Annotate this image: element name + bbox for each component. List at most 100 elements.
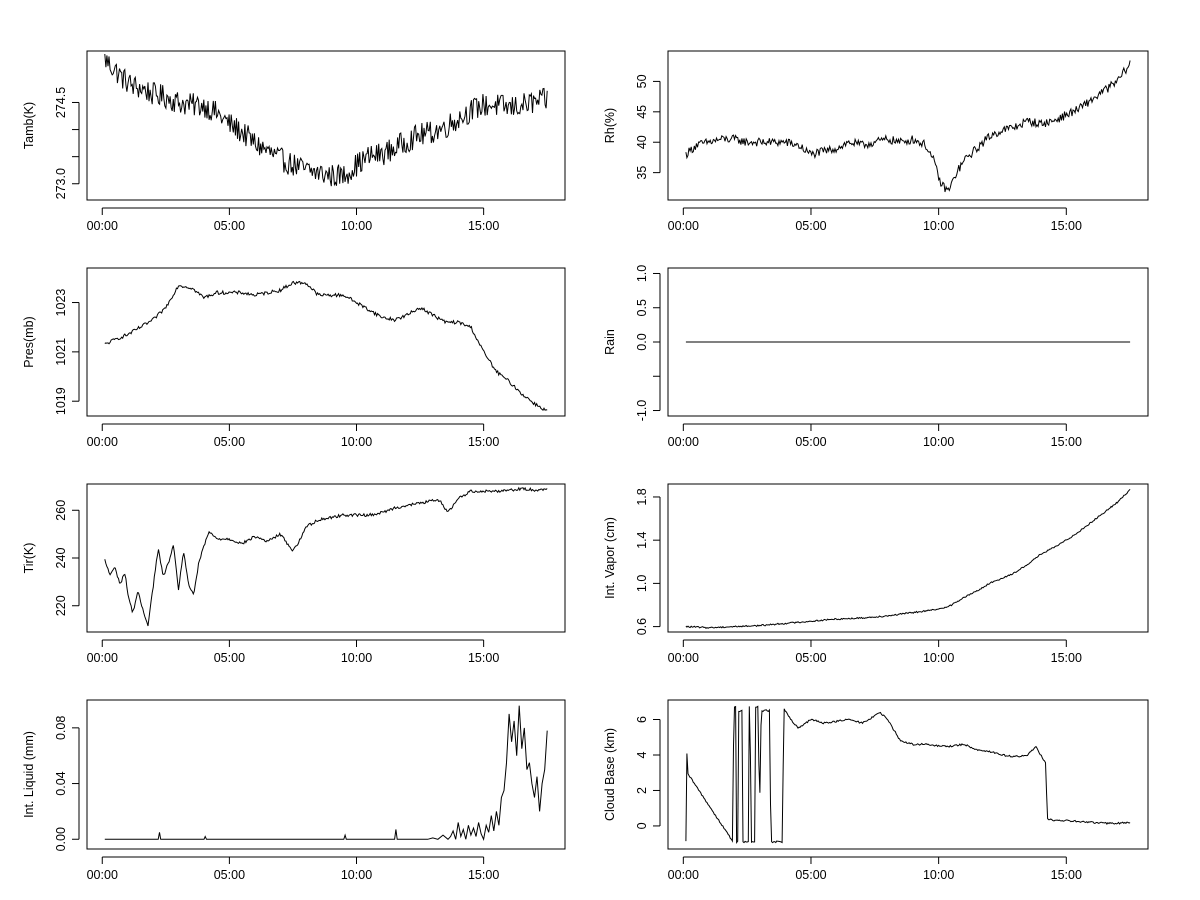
y-axis-label: Cloud Base (km) bbox=[603, 728, 617, 821]
x-axis: 00:00 05:00 10:00 15:00 bbox=[87, 856, 499, 882]
x-tick-label: 05:00 bbox=[214, 435, 245, 449]
x-tick-label: 00:00 bbox=[668, 219, 699, 233]
x-axis: 00:00 05:00 10:00 15:00 bbox=[668, 207, 1082, 233]
y-tick-label: 260 bbox=[54, 500, 68, 521]
plot-frame bbox=[667, 483, 1149, 633]
x-tick-label: 15:00 bbox=[468, 868, 499, 882]
y-axis-label: Tamb(K) bbox=[22, 102, 36, 149]
panel-4: 00:00 05:00 10:00 15:00 -1.0 0.0 0.5 1.0 Rain bbox=[603, 265, 1149, 449]
panel-7: 00:00 05:00 10:00 15:00 0.00 0.04 0.08 Int. Liq… bbox=[22, 699, 566, 882]
x-tick-label: 15:00 bbox=[468, 219, 499, 233]
x-tick-label: 10:00 bbox=[341, 651, 372, 665]
plot-frame bbox=[667, 50, 1149, 201]
y-tick-label: -1.0 bbox=[635, 400, 649, 422]
x-tick-label: 15:00 bbox=[468, 651, 499, 665]
panel-2: 00:00 05:00 10:00 15:00 35 40 45 50 Rh(%) bbox=[603, 50, 1149, 233]
x-tick-label: 10:00 bbox=[341, 868, 372, 882]
x-axis: 00:00 05:00 10:00 15:00 bbox=[668, 423, 1082, 449]
y-tick-label: 0.08 bbox=[54, 716, 68, 740]
y-axis-label: Int. Liquid (mm) bbox=[22, 731, 36, 818]
y-tick-label: 1023 bbox=[54, 289, 68, 317]
plot-frame bbox=[86, 483, 566, 633]
x-tick-label: 05:00 bbox=[214, 868, 245, 882]
x-tick-label: 15:00 bbox=[1051, 219, 1082, 233]
x-tick-label: 10:00 bbox=[923, 219, 954, 233]
y-tick-label: 40 bbox=[635, 135, 649, 149]
y-tick-label: 1021 bbox=[54, 338, 68, 366]
y-tick-label: 220 bbox=[54, 595, 68, 616]
y-tick-label: 0.5 bbox=[635, 299, 649, 316]
x-tick-label: 15:00 bbox=[1051, 868, 1082, 882]
y-tick-label: 1.8 bbox=[635, 488, 649, 505]
y-axis: -1.0 0.0 0.5 1.0 bbox=[635, 265, 661, 422]
y-axis: 1019 1021 1023 bbox=[54, 289, 80, 415]
x-tick-label: 05:00 bbox=[214, 219, 245, 233]
series-line bbox=[685, 705, 1131, 845]
x-tick-label: 10:00 bbox=[923, 651, 954, 665]
x-tick-label: 05:00 bbox=[795, 868, 826, 882]
x-tick-label: 00:00 bbox=[87, 219, 118, 233]
x-tick-label: 05:00 bbox=[214, 651, 245, 665]
y-tick-label: 273.0 bbox=[54, 168, 68, 199]
y-axis: 0 2 4 6 bbox=[635, 716, 661, 829]
x-tick-label: 00:00 bbox=[87, 868, 118, 882]
y-tick-label: 1.0 bbox=[635, 575, 649, 592]
panel-1: 00:00 05:00 10:00 15:00 273.0 274.5 Tamb(K) bbox=[22, 50, 566, 233]
y-tick-label: 2 bbox=[635, 787, 649, 794]
x-axis: 00:00 05:00 10:00 15:00 bbox=[668, 639, 1082, 665]
y-axis: 273.0 274.5 bbox=[54, 87, 80, 199]
x-tick-label: 00:00 bbox=[87, 435, 118, 449]
panel-6: 00:00 05:00 10:00 15:00 0.6 1.0 1.4 1.8 Int. Vap… bbox=[603, 483, 1149, 665]
y-tick-label: 240 bbox=[54, 548, 68, 569]
y-tick-label: 1.4 bbox=[635, 531, 649, 548]
y-tick-label: 0 bbox=[635, 822, 649, 829]
y-axis-label: Tir(K) bbox=[22, 543, 36, 574]
x-tick-label: 10:00 bbox=[923, 435, 954, 449]
y-tick-label: 0.6 bbox=[635, 618, 649, 635]
plot-frame bbox=[86, 699, 566, 850]
series-line bbox=[685, 60, 1131, 193]
x-axis: 00:00 05:00 10:00 15:00 bbox=[87, 423, 499, 449]
y-tick-label: 4 bbox=[635, 751, 649, 758]
y-axis-label: Int. Vapor (cm) bbox=[603, 517, 617, 599]
plot-frame bbox=[86, 267, 566, 417]
series-line bbox=[104, 486, 548, 627]
x-tick-label: 00:00 bbox=[668, 435, 699, 449]
series-line bbox=[104, 705, 548, 841]
x-tick-label: 00:00 bbox=[87, 651, 118, 665]
y-tick-label: 0.04 bbox=[54, 771, 68, 795]
y-tick-label: 1019 bbox=[54, 387, 68, 415]
plot-frame bbox=[667, 267, 1149, 417]
y-axis-label: Pres(mb) bbox=[22, 316, 36, 367]
y-axis-label: Rh(%) bbox=[603, 108, 617, 143]
y-tick-label: 50 bbox=[635, 74, 649, 88]
x-tick-label: 15:00 bbox=[468, 435, 499, 449]
x-axis: 00:00 05:00 10:00 15:00 bbox=[87, 207, 499, 233]
y-axis: 0.6 1.0 1.4 1.8 bbox=[635, 488, 661, 635]
plot-frame bbox=[667, 699, 1149, 850]
x-axis: 00:00 05:00 10:00 15:00 bbox=[87, 639, 499, 665]
panel-8: 00:00 05:00 10:00 15:00 0 2 4 6 Cloud Base (km) bbox=[603, 699, 1149, 882]
x-tick-label: 10:00 bbox=[341, 435, 372, 449]
y-tick-label: 6 bbox=[635, 716, 649, 723]
y-tick-label: 0.00 bbox=[54, 827, 68, 851]
y-axis: 35 40 45 50 bbox=[635, 74, 661, 180]
x-tick-label: 10:00 bbox=[923, 868, 954, 882]
series-line bbox=[104, 53, 548, 187]
y-tick-label: 1.0 bbox=[635, 265, 649, 282]
x-tick-label: 05:00 bbox=[795, 651, 826, 665]
x-tick-label: 00:00 bbox=[668, 651, 699, 665]
series-line bbox=[685, 488, 1131, 629]
panel-5: 00:00 05:00 10:00 15:00 220 240 260 Tir(K) bbox=[22, 483, 566, 665]
y-axis: 220 240 260 bbox=[54, 500, 80, 616]
series-line bbox=[104, 280, 548, 412]
x-tick-label: 05:00 bbox=[795, 435, 826, 449]
x-tick-label: 15:00 bbox=[1051, 651, 1082, 665]
x-axis: 00:00 05:00 10:00 15:00 bbox=[668, 856, 1082, 882]
y-tick-label: 45 bbox=[635, 105, 649, 119]
x-tick-label: 00:00 bbox=[668, 868, 699, 882]
y-axis-label: Rain bbox=[603, 329, 617, 355]
x-tick-label: 05:00 bbox=[795, 219, 826, 233]
plot-frame bbox=[86, 50, 566, 201]
